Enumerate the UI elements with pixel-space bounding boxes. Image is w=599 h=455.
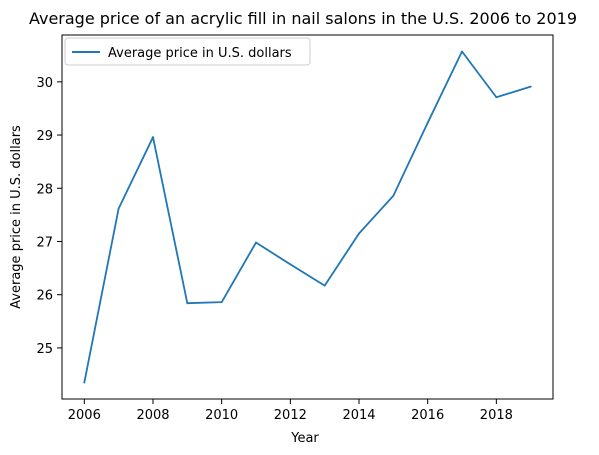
- x-tick-label: 2010: [205, 408, 238, 423]
- x-tick-label: 2014: [342, 408, 375, 423]
- plot-frame: [61, 34, 554, 400]
- data-point: [186, 302, 189, 305]
- y-axis: 25 26 27 28 29 30: [36, 76, 62, 357]
- data-point: [255, 241, 257, 244]
- data-point: [495, 96, 498, 99]
- y-tick-label: 29: [36, 129, 53, 144]
- data-point: [529, 85, 532, 88]
- y-tick-label: 30: [36, 76, 53, 91]
- x-tick-label: 2008: [136, 408, 169, 423]
- data-point: [358, 232, 360, 235]
- series-layer: [83, 50, 532, 384]
- legend-box: [64, 37, 311, 66]
- x-tick-label: 2016: [411, 408, 444, 423]
- y-tick-label: 25: [36, 342, 53, 357]
- x-tick-label: 2012: [274, 408, 307, 423]
- y-axis-title: Average price in U.S. dollars: [9, 125, 24, 309]
- data-point: [392, 194, 395, 197]
- data-point: [289, 263, 292, 266]
- y-tick-label: 28: [36, 182, 53, 197]
- chart-title: Average price of an acrylic fill in nail…: [29, 9, 577, 28]
- x-tick-label: 2006: [68, 408, 101, 423]
- data-point: [426, 121, 429, 124]
- legend-label: Average price in U.S. dollars: [108, 46, 292, 61]
- y-tick-label: 26: [36, 289, 53, 304]
- x-axis-title: Year: [290, 431, 319, 446]
- data-point: [323, 284, 326, 287]
- legend: Average price in U.S. dollars: [64, 37, 311, 66]
- data-point: [83, 381, 86, 384]
- plot-area: 2006 2008 2010 2012 2014 2016 2018 25 26 27 28 29 3…: [36, 34, 554, 423]
- x-tick-label: 2018: [480, 408, 513, 423]
- data-point: [117, 207, 120, 210]
- data-point: [220, 301, 223, 304]
- x-axis: 2006 2008 2010 2012 2014 2016 2018: [68, 399, 513, 423]
- data-point: [461, 50, 463, 53]
- data-point: [152, 136, 154, 139]
- y-tick-label: 27: [36, 235, 53, 250]
- series-line: [83, 50, 532, 384]
